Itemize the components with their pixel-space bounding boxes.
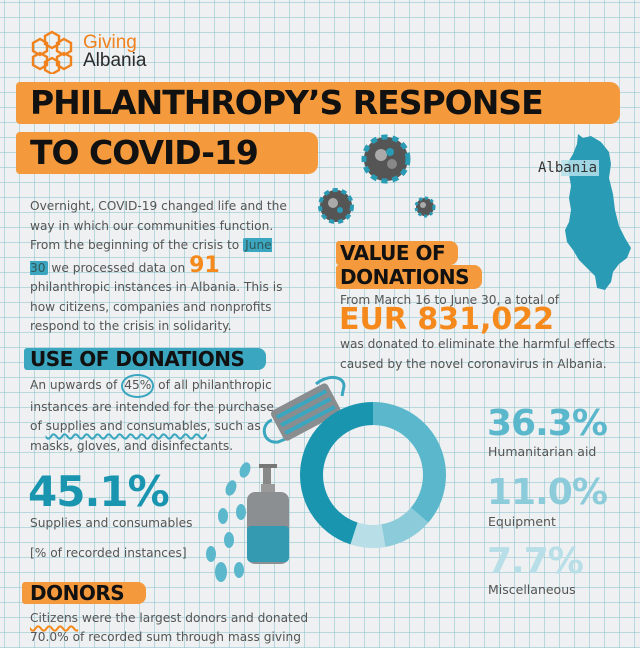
virus-icon (361, 134, 411, 184)
segment-humanitarian-aid (373, 402, 446, 523)
hand-sanitizer-icon (206, 462, 289, 582)
face-mask-icon (262, 376, 346, 444)
donors-line2: 70.0% of recorded sum through mass givin… (30, 630, 301, 644)
map-label-albania: Albania (536, 160, 600, 176)
equipment-label: Equipment (488, 514, 556, 529)
virus-icon (414, 196, 436, 218)
recorded-instances-note: [% of recorded instances] (30, 546, 187, 560)
donation-total: EUR 831,022 (339, 302, 555, 337)
brand-logo: Giving Albania (28, 28, 188, 74)
brand-name-albania: Albania (83, 50, 147, 71)
hexagon-flower-icon (31, 30, 73, 74)
segment-supplies (300, 402, 373, 545)
intro-text-1: Overnight, COVID-19 changed life and the… (30, 199, 287, 252)
use-heading-band (24, 348, 266, 370)
humanitarian-label: Humanitarian aid (488, 444, 597, 459)
donors-line1: Citizens were the largest donors and don… (30, 609, 308, 629)
value-heading-line1: VALUE OF (340, 241, 446, 265)
donut-segments (300, 402, 446, 548)
value-heading-band-2 (336, 265, 482, 289)
donors-text-1: were the largest donors and donated (78, 611, 309, 625)
value-text-before: From March 16 to June 30, a total of (340, 293, 560, 307)
albania-map-icon (565, 134, 631, 290)
title-band-1 (16, 82, 620, 124)
segment-miscellaneous (350, 522, 386, 548)
use-heading: USE OF DONATIONS (30, 347, 245, 371)
supplies-percentage: 45.1% (28, 467, 170, 516)
underlined-citizens: Citizens (30, 611, 79, 625)
circled-45-percent: 45% (121, 374, 155, 398)
virus-icon (318, 188, 354, 224)
use-paragraph: An upwards of 45% of all philanthropic i… (30, 374, 275, 456)
intro-paragraph: Overnight, COVID-19 changed life and the… (30, 197, 292, 337)
value-text-after: was donated to eliminate the harmful eff… (340, 337, 616, 371)
use-text-2: of all philanthropic instances are inten… (30, 378, 274, 433)
use-text-3: , such as masks, gloves, and disinfectan… (30, 419, 261, 453)
supplies-label: Supplies and consumables (30, 516, 193, 530)
underlined-supplies: supplies and consumables (45, 419, 207, 433)
page-title-line1: PHILANTHROPY’S RESPONSE (30, 83, 544, 122)
instance-count: 91 (189, 252, 220, 278)
intro-text-3: philanthropic instances in Albania. This… (30, 280, 283, 333)
intro-text-2: we processed data on (47, 260, 190, 275)
donors-heading-band (22, 582, 146, 604)
equipment-percentage: 11.0% (487, 472, 608, 513)
brand-name-giving: Giving (83, 32, 137, 53)
miscellaneous-label: Miscellaneous (488, 582, 576, 597)
miscellaneous-percentage: 7.7% (487, 541, 584, 582)
humanitarian-percentage: 36.3% (487, 403, 608, 444)
use-text-1: An upwards of (30, 378, 122, 392)
donut-chart (300, 402, 446, 548)
donors-heading: DONORS (30, 581, 125, 605)
page-title-line2: TO COVID-19 (30, 133, 259, 172)
title-band-2 (16, 132, 318, 174)
segment-equipment (381, 507, 429, 547)
value-heading-line2: DONATIONS (340, 265, 470, 289)
value-heading-band-1 (336, 241, 458, 265)
